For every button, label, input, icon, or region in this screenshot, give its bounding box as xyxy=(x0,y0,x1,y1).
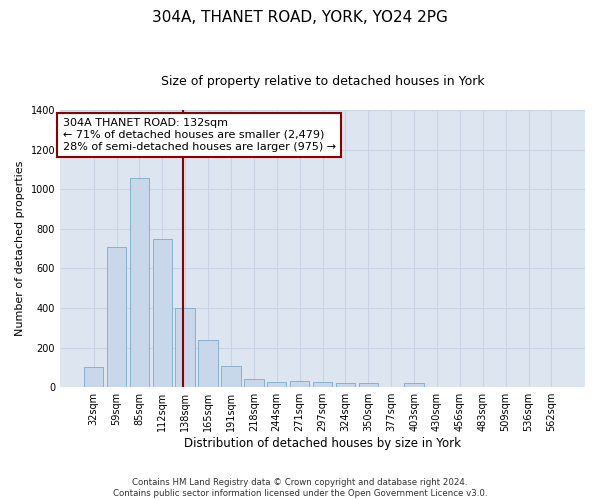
Bar xyxy=(244,380,263,387)
Bar xyxy=(221,366,241,387)
Text: 304A THANET ROAD: 132sqm
← 71% of detached houses are smaller (2,479)
28% of sem: 304A THANET ROAD: 132sqm ← 71% of detach… xyxy=(62,118,336,152)
Bar xyxy=(359,383,378,387)
Bar xyxy=(267,382,286,387)
Text: Contains HM Land Registry data © Crown copyright and database right 2024.
Contai: Contains HM Land Registry data © Crown c… xyxy=(113,478,487,498)
Bar xyxy=(175,308,195,387)
Bar xyxy=(313,382,332,387)
Title: Size of property relative to detached houses in York: Size of property relative to detached ho… xyxy=(161,75,484,88)
Bar xyxy=(290,382,310,387)
Bar xyxy=(404,383,424,387)
X-axis label: Distribution of detached houses by size in York: Distribution of detached houses by size … xyxy=(184,437,461,450)
Bar xyxy=(107,246,126,387)
Y-axis label: Number of detached properties: Number of detached properties xyxy=(15,161,25,336)
Bar xyxy=(84,368,103,387)
Bar xyxy=(152,238,172,387)
Bar xyxy=(335,383,355,387)
Bar xyxy=(130,178,149,387)
Bar xyxy=(199,340,218,387)
Text: 304A, THANET ROAD, YORK, YO24 2PG: 304A, THANET ROAD, YORK, YO24 2PG xyxy=(152,10,448,25)
